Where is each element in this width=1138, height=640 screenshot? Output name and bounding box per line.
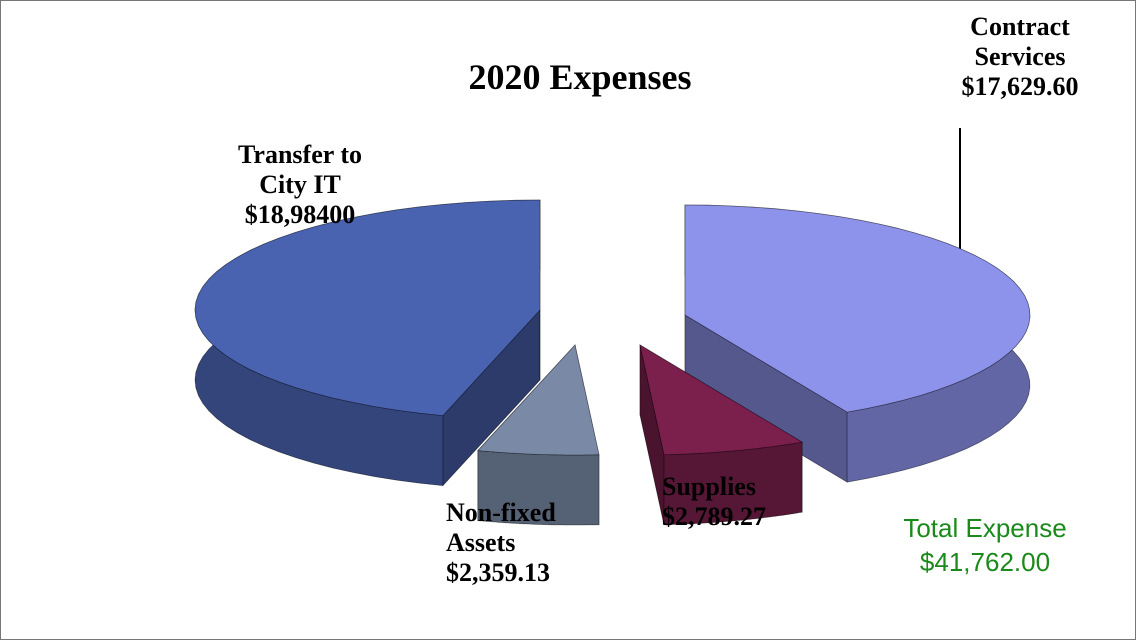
- slice-label: Contract Services $17,629.60: [940, 12, 1100, 102]
- value-label: $17,629.60: [961, 72, 1079, 101]
- slice-label: Supplies $2,789.27: [662, 472, 812, 532]
- slice: [639, 344, 804, 526]
- slice-top: [639, 344, 804, 456]
- slice-top: [194, 199, 541, 417]
- category-label: Transfer to City IT: [238, 140, 362, 199]
- slice-label: Transfer to City IT $18,98400: [215, 140, 385, 230]
- value-label: $18,98400: [244, 200, 356, 229]
- value-label: $2,789.27: [662, 502, 766, 531]
- value-label: $2,359.13: [446, 558, 550, 587]
- slice-rim: [663, 441, 803, 526]
- category-label: Non-fixed Assets: [446, 498, 556, 557]
- slice: [194, 199, 541, 487]
- slice: [477, 343, 600, 526]
- category-label: Supplies: [662, 472, 756, 501]
- slice-top: [477, 344, 600, 456]
- annotation: Total Expense: [903, 513, 1067, 543]
- slice-label: Non-fixed Assets $2,359.13: [446, 498, 596, 588]
- category-label: Contract Services: [970, 12, 1070, 71]
- chart-title: 2020 Expenses: [468, 57, 692, 97]
- slice-top: [684, 204, 1031, 413]
- slice-rim: [477, 450, 600, 526]
- annotation: $41,762.00: [919, 547, 1051, 577]
